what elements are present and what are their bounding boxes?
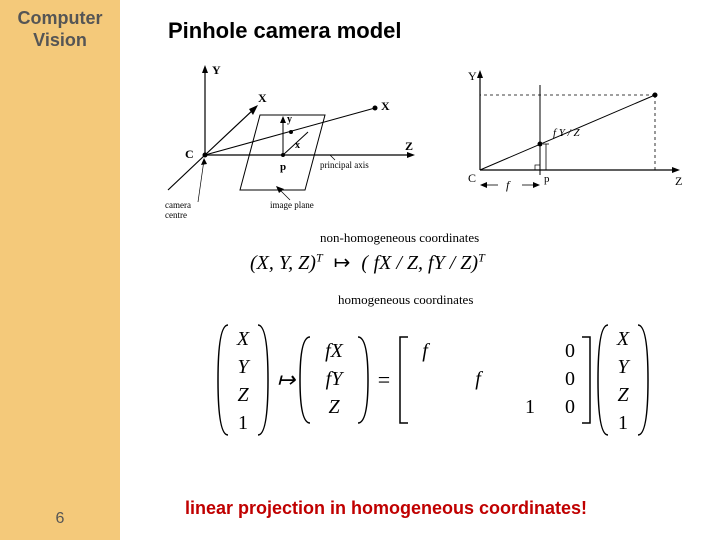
annot-pa: principal axis: [320, 160, 369, 170]
page-number: 6: [0, 510, 120, 528]
svg-text:1: 1: [238, 412, 248, 434]
label-hom: homogeneous coordinates: [338, 292, 473, 308]
svg-text:1: 1: [618, 412, 628, 434]
eq1-lhs: (X, Y, Z): [250, 252, 316, 274]
r-lbl-Y: Y: [468, 69, 477, 83]
lbl-p: p: [280, 161, 286, 173]
svg-text:fX: fX: [325, 340, 344, 362]
r-lbl-C: C: [468, 171, 476, 185]
svg-text:fY: fY: [326, 368, 345, 390]
r-lbl-fy: f Y / Z: [553, 127, 580, 139]
equation-nonhom: (X, Y, Z)T ↦ ( fX / Z, fY / Z)T: [250, 250, 485, 275]
equation-hom: X Y Z 1 ↦ fX fY Z = f 0: [210, 315, 690, 455]
eq1-supT2: T: [478, 250, 485, 264]
main-content: Pinhole camera model Y Z X C: [120, 0, 720, 540]
vec2: fX fY Z: [300, 337, 368, 423]
lbl-x: x: [295, 140, 300, 151]
svg-text:0: 0: [565, 368, 575, 390]
svg-text:f: f: [422, 340, 430, 362]
svg-text:Y: Y: [617, 356, 630, 378]
annot-cam2: centre: [165, 210, 187, 220]
svg-text:X: X: [616, 328, 630, 350]
lbl-Z: Z: [405, 139, 413, 153]
sidebar: Computer Vision 6: [0, 0, 120, 540]
svg-text:f: f: [475, 368, 483, 390]
matrix-3x4: f 0 f 0 1 0: [400, 337, 590, 423]
svg-text:Y: Y: [237, 356, 250, 378]
page-title: Pinhole camera model: [168, 18, 402, 44]
annot-ip: image plane: [270, 200, 314, 210]
eq1-arrow: ↦: [328, 252, 357, 274]
left-diagram: Y Z X C p y: [165, 63, 415, 220]
lbl-y: y: [287, 114, 292, 125]
lbl-C: C: [185, 147, 194, 161]
vec3: X Y Z 1: [598, 325, 648, 435]
sidebar-title-l2: Vision: [33, 30, 87, 50]
eq1-supT: T: [316, 250, 323, 264]
mat-eq: =: [378, 367, 390, 392]
matrix-svg: X Y Z 1 ↦ fX fY Z = f 0: [210, 315, 690, 455]
svg-text:0: 0: [565, 396, 575, 418]
lbl-Y: Y: [212, 63, 221, 77]
mat-arrow: ↦: [277, 367, 297, 392]
right-diagram: Y Z C: [468, 69, 682, 192]
svg-text:1: 1: [525, 396, 535, 418]
svg-text:Z: Z: [328, 396, 340, 418]
vec1: X Y Z 1: [218, 325, 268, 435]
svg-text:Z: Z: [617, 384, 629, 406]
lbl-X: X: [258, 91, 267, 105]
r-lbl-p: p: [544, 173, 550, 185]
r-lbl-f: f: [506, 178, 511, 192]
svg-text:0: 0: [565, 340, 575, 362]
diagrams-svg: Y Z X C p y: [140, 60, 700, 220]
eq1-rhs: fX / Z, fY / Z: [374, 252, 472, 274]
svg-text:Z: Z: [237, 384, 249, 406]
diagram-area: Y Z X C p y: [140, 60, 700, 220]
sidebar-title-l1: Computer: [18, 8, 103, 28]
annot-cam1: camera: [165, 200, 191, 210]
svg-text:X: X: [236, 328, 250, 350]
r-lbl-Z: Z: [675, 174, 682, 188]
lbl-Xpt: X: [381, 99, 390, 113]
label-nonhom: non-homogeneous coordinates: [320, 230, 479, 246]
bottom-caption: linear projection in homogeneous coordin…: [185, 498, 587, 519]
sidebar-title: Computer Vision: [0, 8, 120, 51]
